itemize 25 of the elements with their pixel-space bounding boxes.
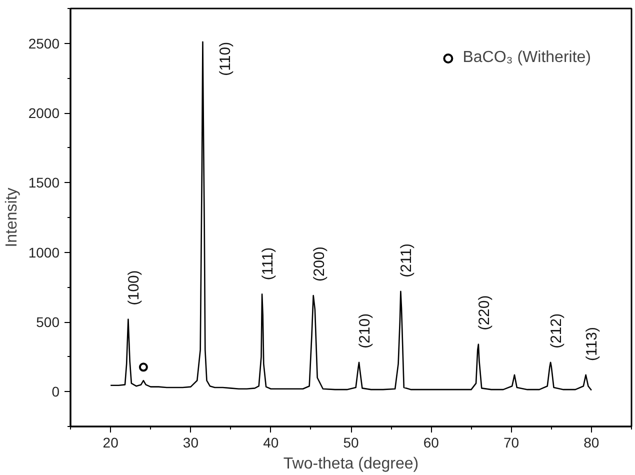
x-tick-label: 70 (504, 434, 520, 450)
annotation: (211) (398, 243, 416, 278)
x-axis-title: Two-theta (degree) (283, 456, 419, 472)
x-tick-label: 50 (343, 434, 359, 450)
x-tick-label: 30 (182, 434, 199, 450)
legend-label: BaCO₃ (Witherite) (462, 49, 591, 67)
annotation: (100) (126, 270, 143, 306)
y-axis-title: Intensity (3, 188, 20, 248)
y-tick-label: 2500 (28, 35, 60, 52)
annotation: (113) (583, 327, 600, 361)
y-tick-label: 0 (52, 384, 60, 400)
x-tick-label: 40 (263, 434, 279, 450)
y-tick-label: 1000 (28, 244, 60, 260)
y-tick-label: 2000 (28, 105, 60, 121)
annotation: (210) (356, 313, 374, 348)
x-tick-label: 80 (584, 434, 600, 450)
annotation: (220) (476, 295, 493, 330)
annotation: (111) (260, 247, 277, 280)
x-tick-label: 60 (423, 434, 440, 450)
y-tick-label: 1500 (28, 174, 60, 191)
annotation: (212) (548, 313, 566, 348)
y-tick-label: 500 (36, 314, 60, 330)
annotation: (110) (217, 42, 234, 76)
annotation: (200) (310, 246, 328, 282)
x-tick-label: 20 (102, 434, 119, 450)
